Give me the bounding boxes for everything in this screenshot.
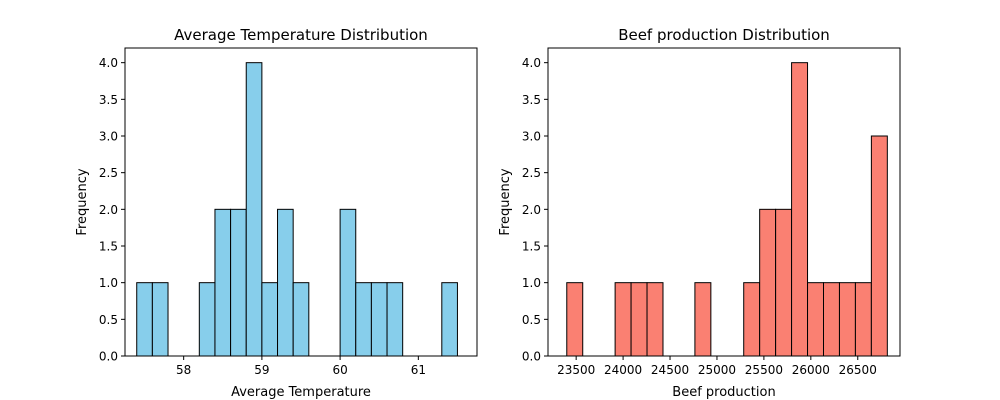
y-tick-label: 1.5	[522, 240, 541, 254]
histogram-bar	[245, 62, 263, 357]
x-tick-label: 60	[332, 363, 347, 377]
histogram-bar	[370, 282, 388, 357]
x-tick-label: 26000	[792, 363, 830, 377]
histogram-bar	[694, 282, 712, 357]
y-tick-label: 4.0	[99, 56, 118, 70]
x-axis-label: Average Temperature	[231, 385, 371, 400]
chart-title: Beef production Distribution	[618, 26, 830, 44]
histogram-bar	[566, 282, 584, 357]
x-tick-label: 23500	[557, 363, 595, 377]
histogram-bar	[261, 282, 279, 357]
histogram-bar	[355, 282, 372, 357]
y-axis-label: Frequency	[498, 168, 513, 235]
y-tick-label: 3.0	[99, 130, 118, 144]
y-tick-label: 3.5	[522, 93, 541, 107]
bar-group	[566, 62, 888, 357]
y-tick-label: 1.5	[99, 240, 118, 254]
histogram-bar	[870, 135, 888, 357]
chart-panel-beef-production: Beef production Distribution 0.0 0.5 1.0 1.…	[498, 26, 901, 400]
histogram-bar	[292, 282, 310, 357]
histogram-bar	[759, 208, 777, 357]
histogram-bar	[230, 208, 247, 357]
histogram-bar	[791, 62, 809, 357]
y-tick-label: 0.5	[522, 313, 541, 327]
x-tick-label: 26500	[839, 363, 877, 377]
histogram-bar	[807, 282, 824, 357]
plot-frame	[124, 47, 478, 357]
histogram-bar	[854, 282, 872, 357]
y-tick-label: 2.5	[99, 166, 118, 180]
y-axis-ticks: 0.0 0.5 1.0 1.5 2.0 2.5 3.0 3.5 4.0	[522, 56, 548, 364]
histogram-bar	[823, 282, 840, 357]
histogram-bar	[136, 282, 153, 357]
y-axis-label: Frequency	[75, 168, 90, 235]
chart-title: Average Temperature Distribution	[174, 26, 428, 44]
x-axis-ticks: 23500 24000 24500 25000 25500 26000 26500	[557, 356, 877, 377]
y-tick-label: 1.0	[99, 276, 118, 290]
y-tick-label: 0.0	[522, 350, 541, 364]
plot-frame	[547, 47, 901, 357]
histogram-bar	[614, 282, 632, 357]
x-tick-label: 61	[411, 363, 426, 377]
x-tick-label: 24500	[651, 363, 689, 377]
histogram-bar	[339, 208, 357, 357]
x-tick-label: 25500	[745, 363, 783, 377]
y-tick-label: 0.0	[99, 350, 118, 364]
x-tick-label: 58	[176, 363, 191, 377]
histogram-bar	[775, 208, 793, 357]
x-axis-ticks: 58 59 60 61	[176, 356, 426, 377]
y-axis-ticks: 0.0 0.5 1.0 1.5 2.0 2.5 3.0 3.5 4.0	[99, 56, 125, 364]
chart-panel-average-temperature: Average Temperature Distribution 0.0 0.5 1…	[75, 26, 478, 400]
y-tick-label: 0.5	[99, 313, 118, 327]
histogram-bar	[630, 282, 648, 357]
bar-group	[136, 62, 458, 357]
y-tick-label: 1.0	[522, 276, 541, 290]
histogram-bar	[743, 282, 761, 357]
y-tick-label: 2.0	[99, 203, 118, 217]
histogram-bar	[838, 282, 856, 357]
x-axis-label: Beef production	[672, 385, 775, 400]
x-tick-label: 59	[254, 363, 269, 377]
histogram-bar	[277, 208, 294, 357]
x-tick-label: 24000	[604, 363, 642, 377]
histogram-bar	[198, 282, 216, 357]
histogram-bar	[151, 282, 169, 357]
histogram-bar	[646, 282, 664, 357]
y-tick-label: 4.0	[522, 56, 541, 70]
y-tick-label: 3.5	[99, 93, 118, 107]
y-tick-label: 2.5	[522, 166, 541, 180]
histogram-bar	[214, 208, 232, 357]
histogram-bar	[441, 282, 458, 357]
y-tick-label: 2.0	[522, 203, 541, 217]
y-tick-label: 3.0	[522, 130, 541, 144]
histogram-bar	[386, 282, 404, 357]
x-tick-label: 25000	[698, 363, 736, 377]
